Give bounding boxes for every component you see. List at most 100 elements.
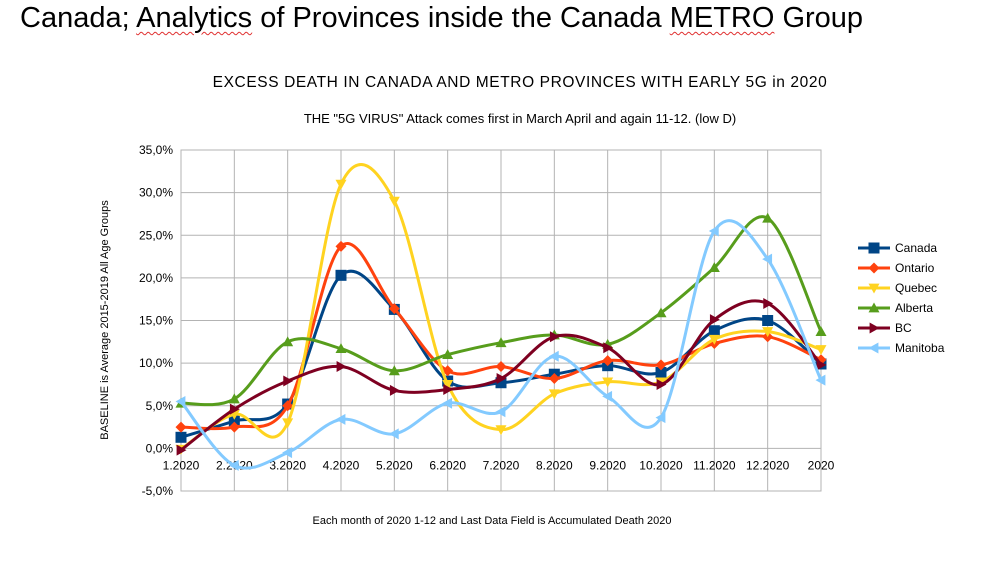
data-point-canada [655, 367, 667, 379]
y-tick-label: 30,0% [139, 186, 173, 200]
y-tick-label: 35,0% [139, 143, 173, 157]
legend-item-ontario: Ontario [858, 261, 935, 275]
data-point-alberta [335, 343, 347, 354]
y-tick-label: 20,0% [139, 271, 173, 285]
data-point-quebec [388, 196, 400, 207]
data-point-ontario [175, 421, 187, 433]
x-tick-label: 11.2020 [693, 458, 736, 472]
data-point-manitoba [282, 447, 293, 459]
chart-title: EXCESS DEATH IN CANADA AND METRO PROVINC… [213, 74, 828, 91]
data-point-manitoba [815, 374, 826, 386]
data-point-manitoba [548, 350, 559, 362]
data-point-alberta [762, 212, 774, 223]
data-point-manitoba [708, 225, 719, 237]
legend-label-manitoba: Manitoba [895, 341, 945, 355]
data-point-manitoba [762, 253, 773, 265]
y-axis-label: BASELINE is Average 2015-2019 All Age Gr… [99, 200, 111, 440]
data-point-bc [763, 297, 774, 309]
data-point-ontario [228, 421, 240, 433]
slide-title: Canada; Analytics of Provinces inside th… [20, 2, 863, 35]
data-point-quebec [495, 425, 507, 436]
x-tick-label: 10.2020 [639, 458, 683, 472]
data-point-canada [708, 325, 720, 337]
data-point-quebec [762, 327, 774, 338]
data-point-bc [709, 314, 720, 326]
y-tick-label: 10,0% [139, 356, 173, 370]
y-tick-label: 5,0% [146, 399, 174, 413]
legend-marker-quebec [868, 283, 880, 294]
legend-item-quebec: Quebec [858, 281, 937, 295]
data-point-quebec [815, 345, 827, 355]
data-point-ontario [655, 359, 667, 371]
chart-subtitle: THE "5G VIRUS" Attack comes first in Mar… [304, 111, 736, 126]
data-point-quebec [442, 380, 454, 390]
data-point-quebec [548, 389, 560, 400]
data-point-ontario [495, 361, 507, 373]
title-part-2: Analytics [136, 2, 253, 34]
data-point-quebec [708, 334, 720, 345]
data-point-bc [496, 372, 507, 384]
legend-marker-canada [868, 242, 880, 254]
legend-item-bc: BC [858, 321, 912, 335]
legend-label-bc: BC [895, 321, 912, 335]
legend: Canada Ontario Quebec Alberta BC Manitoba [858, 241, 945, 355]
legend-label-ontario: Ontario [895, 261, 935, 275]
x-tick-label: 7.2020 [483, 458, 520, 472]
data-point-quebec [282, 418, 294, 429]
data-point-bc [336, 361, 347, 373]
legend-item-manitoba: Manitoba [858, 341, 945, 355]
legend-item-alberta: Alberta [858, 301, 933, 315]
data-point-bc [283, 375, 294, 387]
x-tick-label: 5.2020 [376, 458, 413, 472]
legend-item-canada: Canada [858, 241, 937, 255]
title-part-3: of Provinces inside the Canada [252, 2, 670, 34]
data-point-canada [762, 315, 774, 326]
data-point-bc [656, 378, 667, 390]
data-point-ontario [388, 303, 400, 315]
series-line-manitoba [179, 219, 823, 470]
series-bc [176, 297, 827, 456]
data-point-alberta [815, 326, 827, 336]
data-point-bc [443, 384, 454, 396]
data-point-alberta [228, 393, 240, 404]
grid-lines [180, 149, 822, 492]
axes: -5,0% 0,0% 5,0% 10,0% 15,0% 20,0% 25,0% 30,0% 35… [139, 143, 835, 498]
data-point-ontario [282, 400, 294, 412]
x-tick-label: 4.2020 [323, 458, 360, 472]
series-lines [175, 162, 827, 471]
data-point-manitoba [602, 390, 613, 402]
y-tick-label: 0,0% [146, 441, 174, 455]
x-tick-label: 9.2020 [589, 458, 626, 472]
x-tick-label: 1.2020 [163, 458, 200, 472]
series-manitoba [175, 219, 826, 471]
series-ontario [175, 240, 827, 433]
data-point-manitoba [442, 397, 453, 409]
data-point-canada [228, 415, 240, 427]
data-point-manitoba [228, 459, 239, 471]
data-point-bc [816, 359, 827, 371]
data-point-canada [335, 269, 347, 281]
data-point-manitoba [655, 412, 666, 424]
y-tick-label: 25,0% [139, 228, 173, 242]
y-tick-label: -5,0% [142, 484, 174, 498]
data-point-bc [176, 444, 187, 456]
x-tick-label: 2020 [808, 458, 835, 472]
y-tick-label: 15,0% [139, 314, 173, 328]
data-point-ontario [335, 240, 347, 252]
legend-label-canada: Canada [895, 241, 937, 255]
data-point-quebec [335, 179, 347, 190]
data-point-ontario [602, 355, 614, 367]
series-alberta [175, 212, 827, 408]
data-point-canada [495, 377, 507, 389]
legend-marker-bc [869, 322, 880, 334]
data-point-bc [229, 403, 240, 415]
x-tick-label: 6.2020 [429, 458, 466, 472]
data-point-alberta [388, 365, 400, 376]
data-point-alberta [442, 349, 454, 359]
legend-marker-ontario [868, 262, 880, 274]
data-point-alberta [708, 262, 720, 273]
legend-marker-alberta [868, 302, 880, 313]
data-point-manitoba [388, 428, 399, 440]
x-tick-label: 8.2020 [536, 458, 573, 472]
